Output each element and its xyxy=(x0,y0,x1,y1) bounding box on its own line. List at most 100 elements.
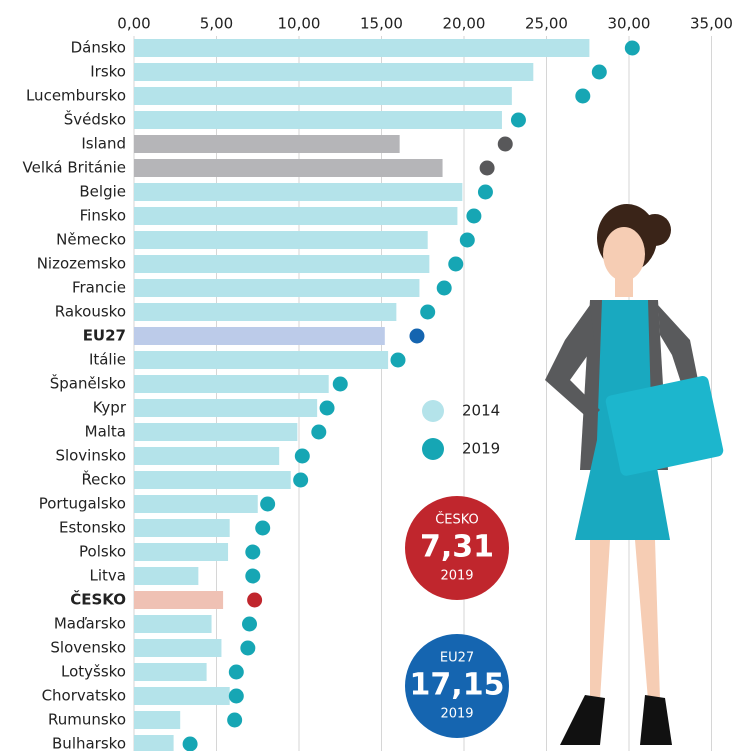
y-tick-label: Malta xyxy=(85,423,126,441)
y-tick-label: ČESKO xyxy=(70,590,126,609)
callout-year: 2019 xyxy=(440,569,473,584)
dot xyxy=(245,544,261,560)
dot xyxy=(294,448,310,464)
bar xyxy=(134,567,199,585)
y-tick-label: Rumunsko xyxy=(48,711,126,729)
dot xyxy=(293,472,309,488)
dot xyxy=(409,328,425,344)
x-tick-label: 20,00 xyxy=(443,15,486,33)
y-tick-label: Slovinsko xyxy=(55,447,126,465)
dot xyxy=(247,592,263,608)
bar xyxy=(134,135,400,153)
x-tick-label: 5,00 xyxy=(200,15,233,33)
y-tick-label: EU27 xyxy=(83,327,126,345)
x-tick-label: 15,00 xyxy=(360,15,403,33)
bar xyxy=(134,447,280,465)
y-tick-label: Estonsko xyxy=(59,519,126,537)
bar xyxy=(134,591,224,609)
bar xyxy=(134,63,534,81)
dot xyxy=(390,352,406,368)
y-tick-label: Francie xyxy=(72,279,126,297)
y-tick-label: Itálie xyxy=(89,351,126,369)
bar xyxy=(134,207,458,225)
bar xyxy=(134,39,590,57)
callout-label: ČESKO xyxy=(435,512,479,528)
y-tick-label: Španělsko xyxy=(50,374,126,393)
bar xyxy=(134,519,230,537)
y-tick-label: Dánsko xyxy=(71,39,126,57)
callout-label: EU27 xyxy=(440,651,474,666)
y-tick-label: Portugalsko xyxy=(39,495,126,513)
dot xyxy=(240,640,256,656)
dot xyxy=(591,64,607,80)
dot xyxy=(228,688,244,704)
bar xyxy=(134,375,329,393)
callout-circle xyxy=(405,634,509,738)
bar xyxy=(134,711,181,729)
legend-marker xyxy=(422,438,444,460)
dot xyxy=(575,88,591,104)
y-tick-label: Velká Británie xyxy=(23,159,126,177)
dot xyxy=(459,232,475,248)
bar xyxy=(134,399,318,417)
dot xyxy=(228,664,244,680)
dot xyxy=(319,400,335,416)
dot xyxy=(466,208,482,224)
y-tick-label: Irsko xyxy=(90,63,126,81)
y-tick-label: Chorvatsko xyxy=(42,687,126,705)
plot: 0,00 5,00 10,00 15,00 20,00 25,00 30,00 35,00 Dá… xyxy=(23,15,733,751)
y-tick-label: Island xyxy=(81,135,126,153)
dot xyxy=(477,184,493,200)
dot xyxy=(255,520,271,536)
dot xyxy=(182,736,198,751)
y-tick-label: Německo xyxy=(56,231,126,249)
y-tick-label: Slovensko xyxy=(50,639,126,657)
y-tick-label: Kypr xyxy=(93,399,127,417)
dot xyxy=(420,304,436,320)
bar xyxy=(134,615,212,633)
dot xyxy=(227,712,243,728)
dot xyxy=(260,496,276,512)
dot xyxy=(242,616,257,632)
bar xyxy=(134,639,222,657)
dot xyxy=(448,256,464,272)
y-tick-label: Litva xyxy=(90,567,126,585)
callout-circle xyxy=(405,496,509,600)
dot xyxy=(497,136,513,152)
x-tick-label: 0,00 xyxy=(117,15,150,33)
y-tick-label: Bulharsko xyxy=(52,735,126,751)
illustration xyxy=(545,204,724,745)
dot xyxy=(479,160,495,176)
dot xyxy=(510,112,526,128)
callout-value: 17,15 xyxy=(410,668,505,703)
bar xyxy=(134,303,397,321)
dot xyxy=(332,376,348,392)
bar xyxy=(134,231,428,249)
y-tick-label: Belgie xyxy=(79,183,126,201)
y-tick-label: Nizozemsko xyxy=(37,255,126,273)
legend-label: 2014 xyxy=(462,402,500,420)
callout-year: 2019 xyxy=(440,707,473,722)
dot xyxy=(624,40,640,56)
bar xyxy=(134,495,258,513)
y-tick-label: Řecko xyxy=(81,470,126,489)
bar xyxy=(134,735,174,751)
bar xyxy=(134,87,512,105)
bar xyxy=(134,159,443,177)
legend-label: 2019 xyxy=(462,440,500,458)
dot xyxy=(245,568,261,584)
legend-marker xyxy=(422,400,444,422)
bar xyxy=(134,471,291,489)
dot xyxy=(311,424,327,440)
x-tick-label: 30,00 xyxy=(608,15,651,33)
y-tick-label: Polsko xyxy=(79,543,126,561)
y-tick-label: Lucembursko xyxy=(26,87,126,105)
x-tick-label: 35,00 xyxy=(690,15,733,33)
callout-value: 7,31 xyxy=(420,530,494,565)
bar xyxy=(134,351,389,369)
bar xyxy=(134,327,385,345)
y-tick-label: Finsko xyxy=(80,207,126,225)
bar xyxy=(134,255,430,273)
y-tick-label: Lotyšsko xyxy=(61,663,126,681)
